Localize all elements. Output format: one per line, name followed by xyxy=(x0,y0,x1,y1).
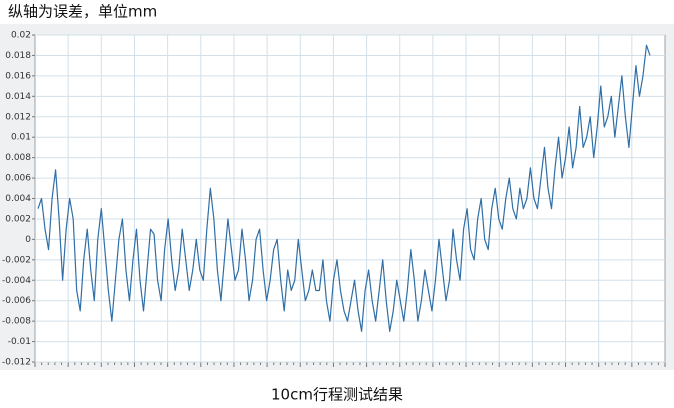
y-tick-label: 0.006 xyxy=(5,174,31,184)
y-tick-label: 0.004 xyxy=(5,194,31,204)
y-tick-label: 0.018 xyxy=(5,51,31,61)
y-tick-label: 0.02 xyxy=(11,31,31,41)
y-tick-label: 0.012 xyxy=(5,112,31,122)
y-tick-label: -0.002 xyxy=(2,255,31,265)
data-line xyxy=(37,44,651,332)
y-tick-label: -0.012 xyxy=(2,358,31,368)
y-tick-label: 0.016 xyxy=(5,71,31,81)
y-tick-label: -0.008 xyxy=(2,317,31,327)
chart-caption: 10cm行程测试结果 xyxy=(271,386,403,404)
y-tick-label: -0.006 xyxy=(2,296,31,306)
chart-title: 纵轴为误差，单位mm xyxy=(8,3,157,21)
y-tick-label: 0.008 xyxy=(5,153,31,163)
y-tick-label: 0.002 xyxy=(5,214,31,224)
y-tick-label: 0.014 xyxy=(5,92,31,102)
y-tick-label: -0.004 xyxy=(2,276,31,286)
y-tick-label: 0 xyxy=(25,235,31,245)
y-tick-label: 0.01 xyxy=(11,133,31,143)
y-tick-label: -0.01 xyxy=(8,337,31,347)
